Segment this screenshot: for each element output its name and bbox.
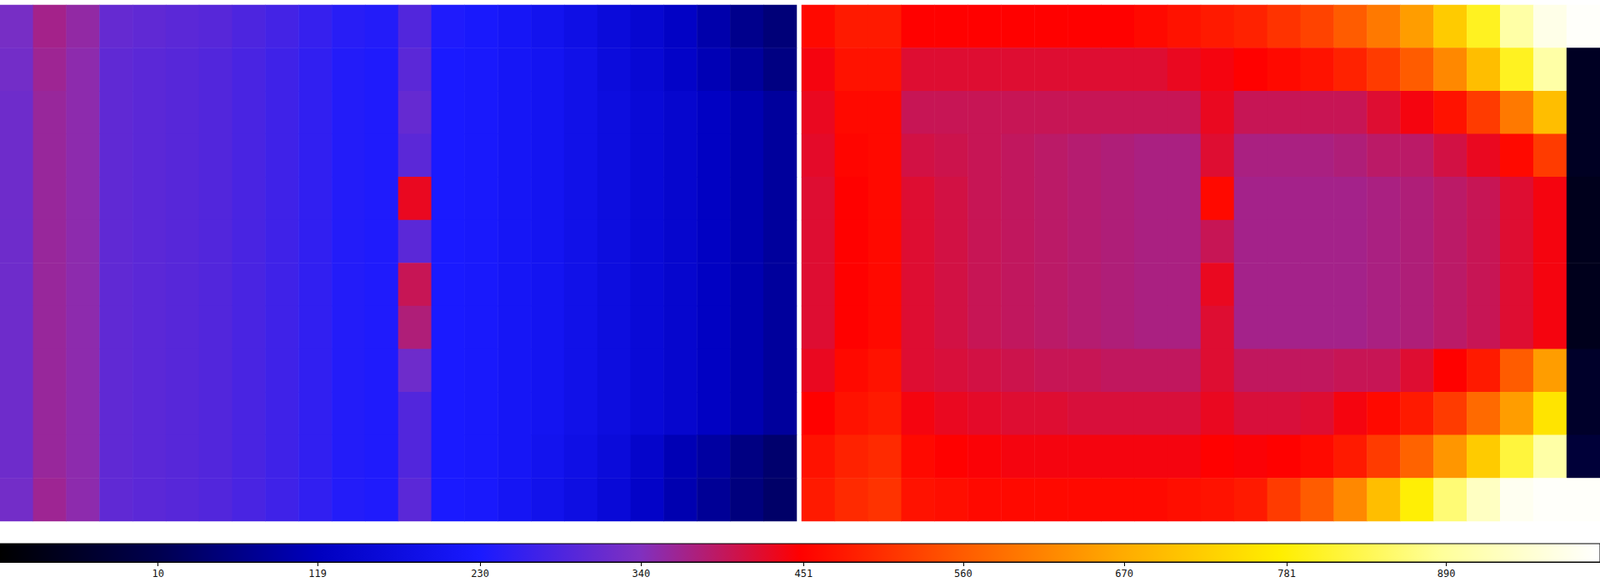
svg-text:451: 451 <box>795 567 814 580</box>
svg-text:10: 10 <box>151 567 164 580</box>
svg-text:230: 230 <box>470 567 490 580</box>
svg-text:781: 781 <box>1277 567 1296 580</box>
svg-text:890: 890 <box>1437 567 1456 580</box>
svg-text:670: 670 <box>1115 567 1134 580</box>
svg-text:560: 560 <box>954 567 973 580</box>
svg-text:340: 340 <box>632 567 651 580</box>
svg-text:119: 119 <box>308 567 327 580</box>
